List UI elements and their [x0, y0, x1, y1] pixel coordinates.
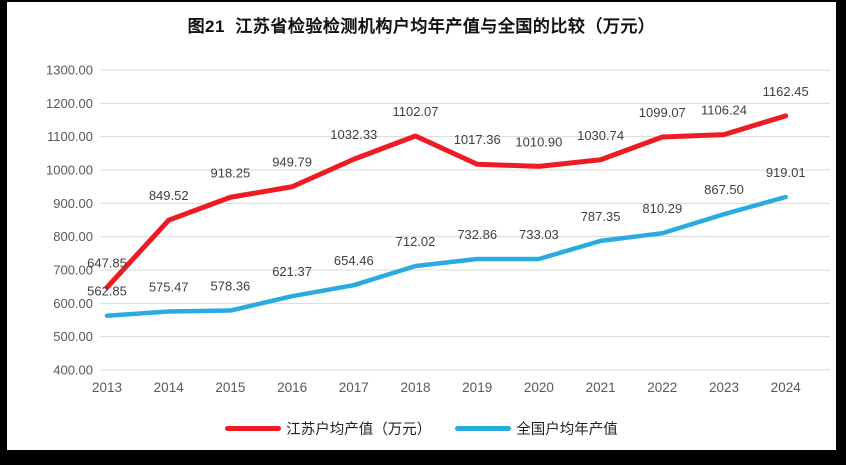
data-label-series0: 918.25 — [211, 165, 251, 180]
y-tick-label: 900.00 — [53, 196, 93, 211]
y-tick-label: 500.00 — [53, 329, 93, 344]
x-tick-label: 2019 — [462, 380, 492, 395]
x-tick-label: 2013 — [92, 380, 122, 395]
data-label-series0: 1162.45 — [763, 84, 809, 99]
legend-item-national: 全国户均年产值 — [455, 418, 618, 439]
data-label-series1: 621.37 — [272, 264, 312, 279]
legend-label-jiangsu: 江苏户均产值（万元） — [286, 421, 432, 438]
data-label-series1: 654.46 — [334, 253, 374, 268]
x-tick-label: 2015 — [215, 380, 245, 395]
x-tick-label: 2014 — [154, 380, 185, 395]
x-tick-label: 2022 — [647, 380, 677, 395]
y-tick-label: 600.00 — [53, 296, 93, 311]
legend-line-swatch-red — [225, 425, 282, 431]
y-tick-label: 1200.00 — [46, 96, 93, 111]
y-tick-label: 800.00 — [53, 229, 93, 244]
x-tick-label: 2021 — [586, 380, 616, 395]
x-tick-label: 2024 — [771, 380, 802, 395]
data-label-series0: 949.79 — [272, 155, 312, 170]
y-tick-label: 1000.00 — [46, 163, 93, 178]
data-label-series0: 1102.07 — [392, 104, 438, 119]
legend-item-jiangsu: 江苏户均产值（万元） — [225, 418, 431, 439]
data-label-series1: 732.86 — [457, 227, 497, 242]
data-label-series0: 1010.90 — [515, 134, 562, 149]
chart-title: 图21 江苏省检验检测机构户均年产值与全国的比较（万元） — [187, 17, 656, 36]
chart-legend: 江苏户均产值（万元） 全国户均年产值 — [7, 416, 836, 440]
series-line-1 — [104, 194, 788, 318]
data-label-series1: 787.35 — [581, 209, 621, 224]
data-label-series0: 1030.74 — [577, 128, 624, 143]
y-tick-label: 1300.00 — [46, 63, 93, 78]
line-chart-plot: 400.00 500.00 600.00 700.00 800.00 900.00 1000… — [46, 63, 830, 395]
data-label-series1: 733.03 — [519, 227, 559, 242]
data-label-series1: 867.50 — [704, 182, 744, 197]
y-tick-label: 1100.00 — [47, 129, 93, 144]
y-tick-label: 400.00 — [53, 363, 93, 378]
data-label-series0: 1106.24 — [701, 103, 747, 118]
chart-canvas: 图21 江苏省检验检测机构户均年产值与全国的比较（万元） 400.00 500.0… — [7, 2, 836, 450]
data-label-series1: 810.29 — [642, 201, 682, 216]
data-label-series0: 849.52 — [149, 188, 189, 203]
series-line-0 — [104, 113, 789, 290]
data-label-series1: 575.47 — [149, 280, 189, 295]
legend-label-national: 全国户均年产值 — [516, 421, 618, 438]
x-tick-label: 2016 — [277, 380, 307, 395]
data-label-series1: 578.36 — [211, 279, 251, 294]
data-label-series1: 712.02 — [396, 234, 436, 249]
x-tick-label: 2018 — [400, 380, 430, 395]
data-label-series1: 919.01 — [766, 165, 806, 180]
legend-line-swatch-blue — [455, 425, 512, 431]
x-tick-label: 2023 — [709, 380, 739, 395]
data-label-series0: 1099.07 — [639, 105, 686, 120]
y-tick-label: 700.00 — [53, 263, 93, 278]
x-tick-label: 2017 — [339, 380, 369, 395]
data-label-series1: 562.85 — [87, 284, 127, 299]
x-tick-label: 2020 — [524, 380, 554, 395]
data-label-series0: 1032.33 — [330, 127, 377, 142]
data-label-series0: 1017.36 — [454, 132, 501, 147]
data-label-series0: 647.85 — [87, 255, 127, 270]
